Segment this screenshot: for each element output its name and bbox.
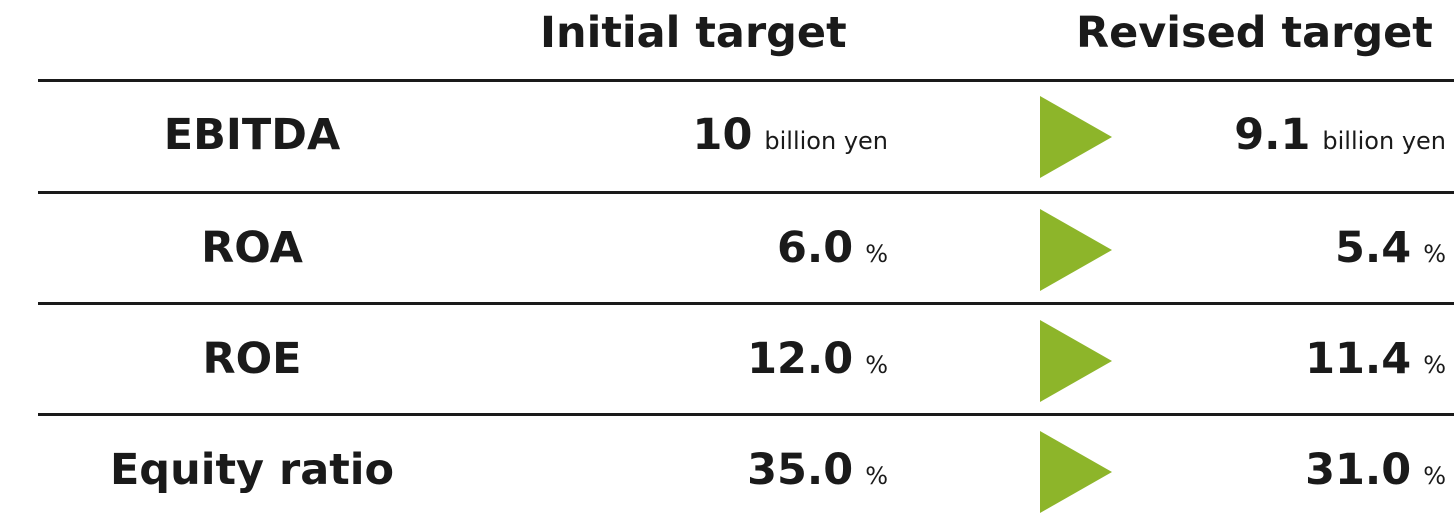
row-label: EBITDA [163, 110, 341, 160]
row-label: Equity ratio [109, 445, 395, 495]
value-number: 10 [692, 110, 753, 160]
arrow [1040, 320, 1112, 402]
initial-value: 6.0% [777, 223, 888, 273]
value-number: 9.1 [1234, 110, 1311, 160]
value-number: 35.0 [747, 445, 854, 495]
arrow [1040, 209, 1112, 291]
initial-value: 12.0% [747, 334, 888, 384]
row-divider [38, 413, 1454, 416]
revised-value: 31.0% [1305, 445, 1446, 495]
value-unit: % [865, 351, 888, 379]
value-number: 6.0 [777, 223, 854, 273]
revised-value: 11.4% [1305, 334, 1446, 384]
row-label: ROE [202, 334, 302, 384]
arrow-shape [1040, 96, 1112, 178]
value-unit: billion yen [1322, 127, 1446, 155]
revised-value: 5.4% [1335, 223, 1446, 273]
value-unit: % [865, 240, 888, 268]
header-initial: Initial target [540, 8, 847, 58]
value-unit: billion yen [764, 127, 888, 155]
initial-value: 35.0% [747, 445, 888, 495]
value-unit: % [1423, 462, 1446, 490]
row-label: ROA [201, 223, 303, 273]
initial-value: 10 billion yen [693, 110, 888, 160]
arrow [1040, 431, 1112, 513]
value-number: 11.4 [1305, 334, 1412, 384]
row-divider [38, 302, 1454, 305]
arrow [1040, 96, 1112, 178]
revised-value: 9.1 billion yen [1234, 110, 1446, 160]
value-unit: % [1423, 351, 1446, 379]
row-divider [38, 191, 1454, 194]
value-unit: % [865, 462, 888, 490]
row-divider [38, 79, 1454, 82]
arrow-shape [1040, 320, 1112, 402]
header-revised: Revised target [1076, 8, 1433, 58]
value-number: 31.0 [1305, 445, 1412, 495]
value-number: 5.4 [1335, 223, 1412, 273]
value-unit: % [1423, 240, 1446, 268]
arrow-shape [1040, 431, 1112, 513]
arrow-shape [1040, 209, 1112, 291]
value-number: 12.0 [747, 334, 854, 384]
